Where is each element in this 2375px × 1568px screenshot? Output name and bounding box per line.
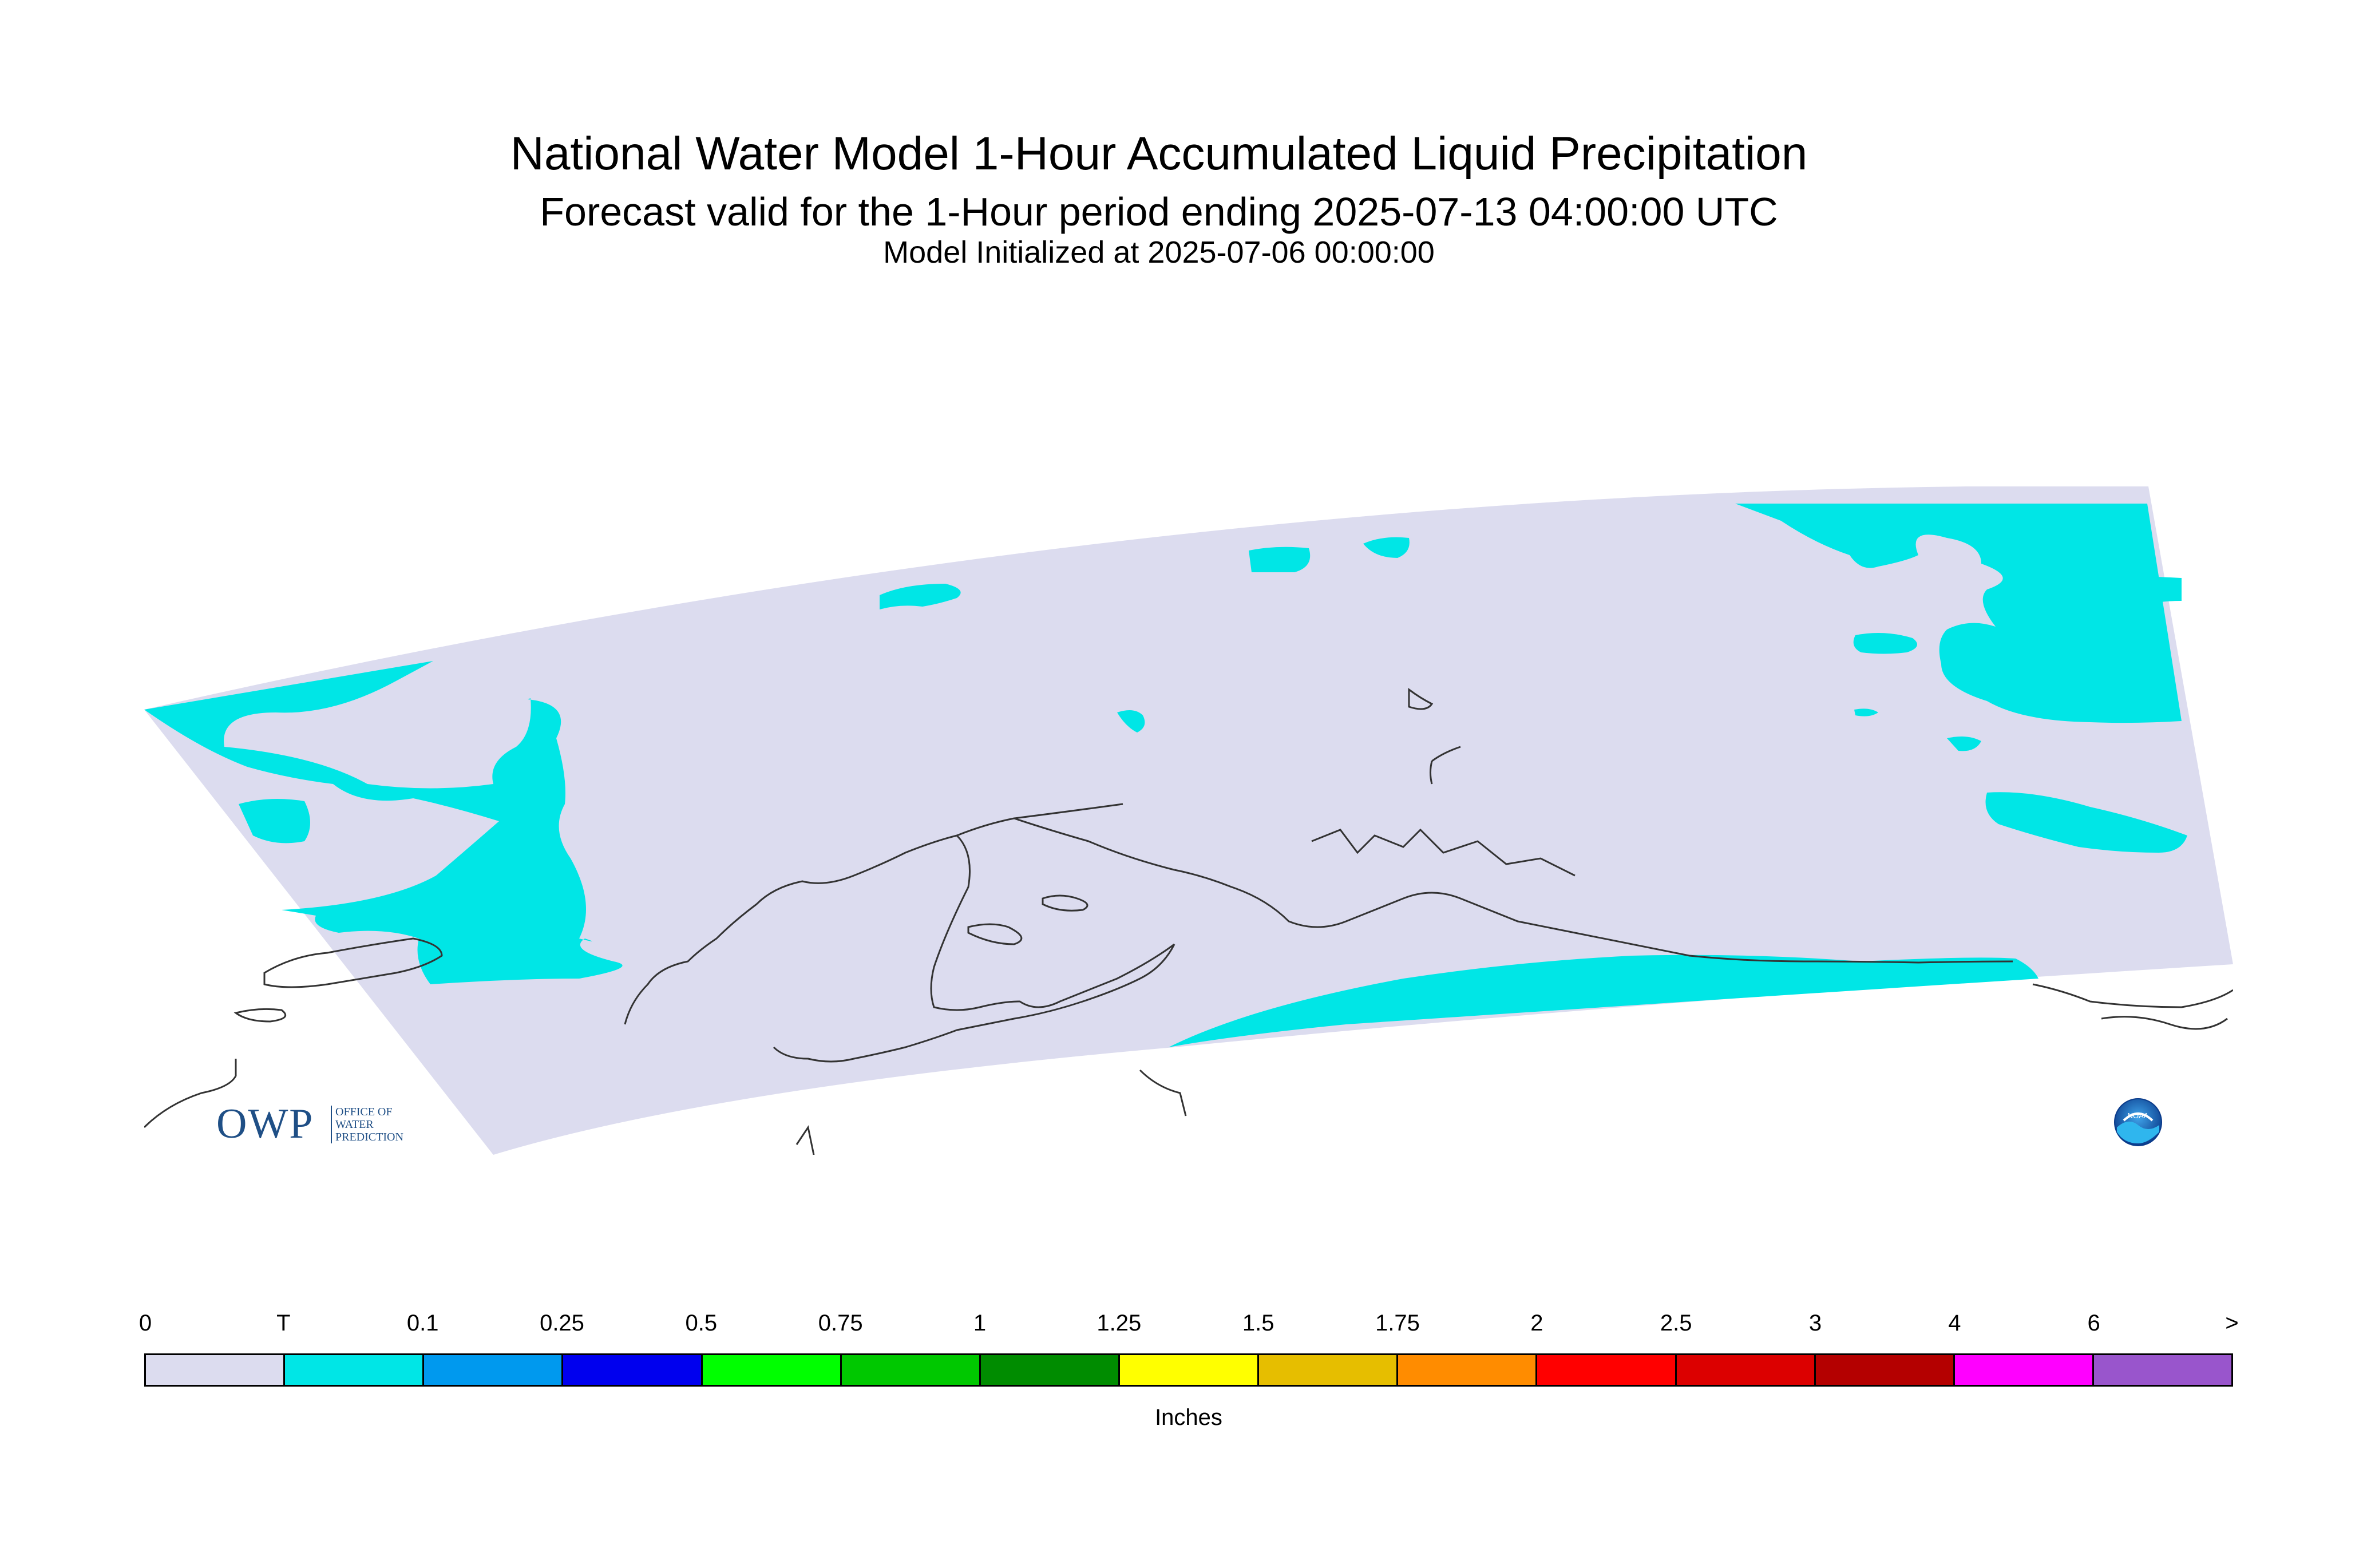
noaa-label: NOAA	[2128, 1111, 2149, 1120]
legend-swatch	[1676, 1355, 1816, 1385]
legend-unit-label: Inches	[1155, 1405, 1222, 1430]
legend-swatch	[1259, 1355, 1399, 1385]
legend-swatch	[1815, 1355, 1955, 1385]
owp-text-line3: PREDICTION	[335, 1131, 403, 1143]
legend-swatch	[2093, 1355, 2232, 1385]
legend-swatch	[424, 1355, 564, 1385]
owp-letters: OWP	[216, 1100, 314, 1147]
legend-tick-label: 3	[1808, 1310, 1822, 1336]
legend-tick-label: 1.75	[1375, 1310, 1420, 1336]
legend-tick-label: 1.5	[1242, 1310, 1274, 1336]
legend-swatch	[841, 1355, 981, 1385]
legend-swatch	[1954, 1355, 2094, 1385]
noaa-logo-icon: NOAA	[2113, 1098, 2163, 1147]
map-title: National Water Model 1-Hour Accumulated …	[510, 128, 1808, 180]
precip-legend: 0 T 0.1 0.25 0.5 0.75 1 1.25 1.5 1.75 2 2.5 3 4 6 > Inc…	[139, 1310, 2239, 1454]
legend-colorbar	[144, 1353, 2233, 1387]
legend-swatch	[702, 1355, 842, 1385]
legend-swatch	[563, 1355, 703, 1385]
precipitation-map[interactable]	[144, 486, 2233, 1155]
legend-swatch	[1537, 1355, 1677, 1385]
legend-tick-label: 1	[973, 1310, 987, 1336]
legend-tick-label: 2	[1530, 1310, 1543, 1336]
legend-swatch	[1119, 1355, 1260, 1385]
owp-text-line1: OFFICE OF	[335, 1106, 393, 1118]
map-subtitle: Forecast valid for the 1-Hour period end…	[540, 189, 1778, 234]
legend-tick-label: 6	[2087, 1310, 2100, 1336]
legend-tick-label: 0.5	[685, 1310, 718, 1336]
legend-swatch	[980, 1355, 1120, 1385]
owp-text: OFFICE OF WATER PREDICTION	[331, 1106, 433, 1143]
legend-tick-label: 2.5	[1660, 1310, 1692, 1336]
legend-tick-label: T	[276, 1310, 291, 1336]
legend-tick-label: >	[2225, 1310, 2239, 1336]
legend-tick-label: 0.1	[406, 1310, 439, 1336]
legend-swatch	[146, 1355, 286, 1385]
legend-tick-label: 0.25	[540, 1310, 584, 1336]
trace-precip-areas	[144, 504, 2187, 1047]
legend-swatch	[285, 1355, 425, 1385]
owp-text-line2: WATER	[335, 1118, 374, 1131]
legend-tick-label: 1.25	[1097, 1310, 1142, 1336]
model-init-time: Model Initialized at 2025-07-06 00:00:00	[883, 235, 1435, 270]
legend-swatch	[1398, 1355, 1538, 1385]
legend-tick-label: 4	[1948, 1310, 1961, 1336]
legend-tick-label: 0	[138, 1310, 152, 1336]
legend-tick-label: 0.75	[818, 1310, 863, 1336]
coastlines	[144, 688, 2233, 1155]
